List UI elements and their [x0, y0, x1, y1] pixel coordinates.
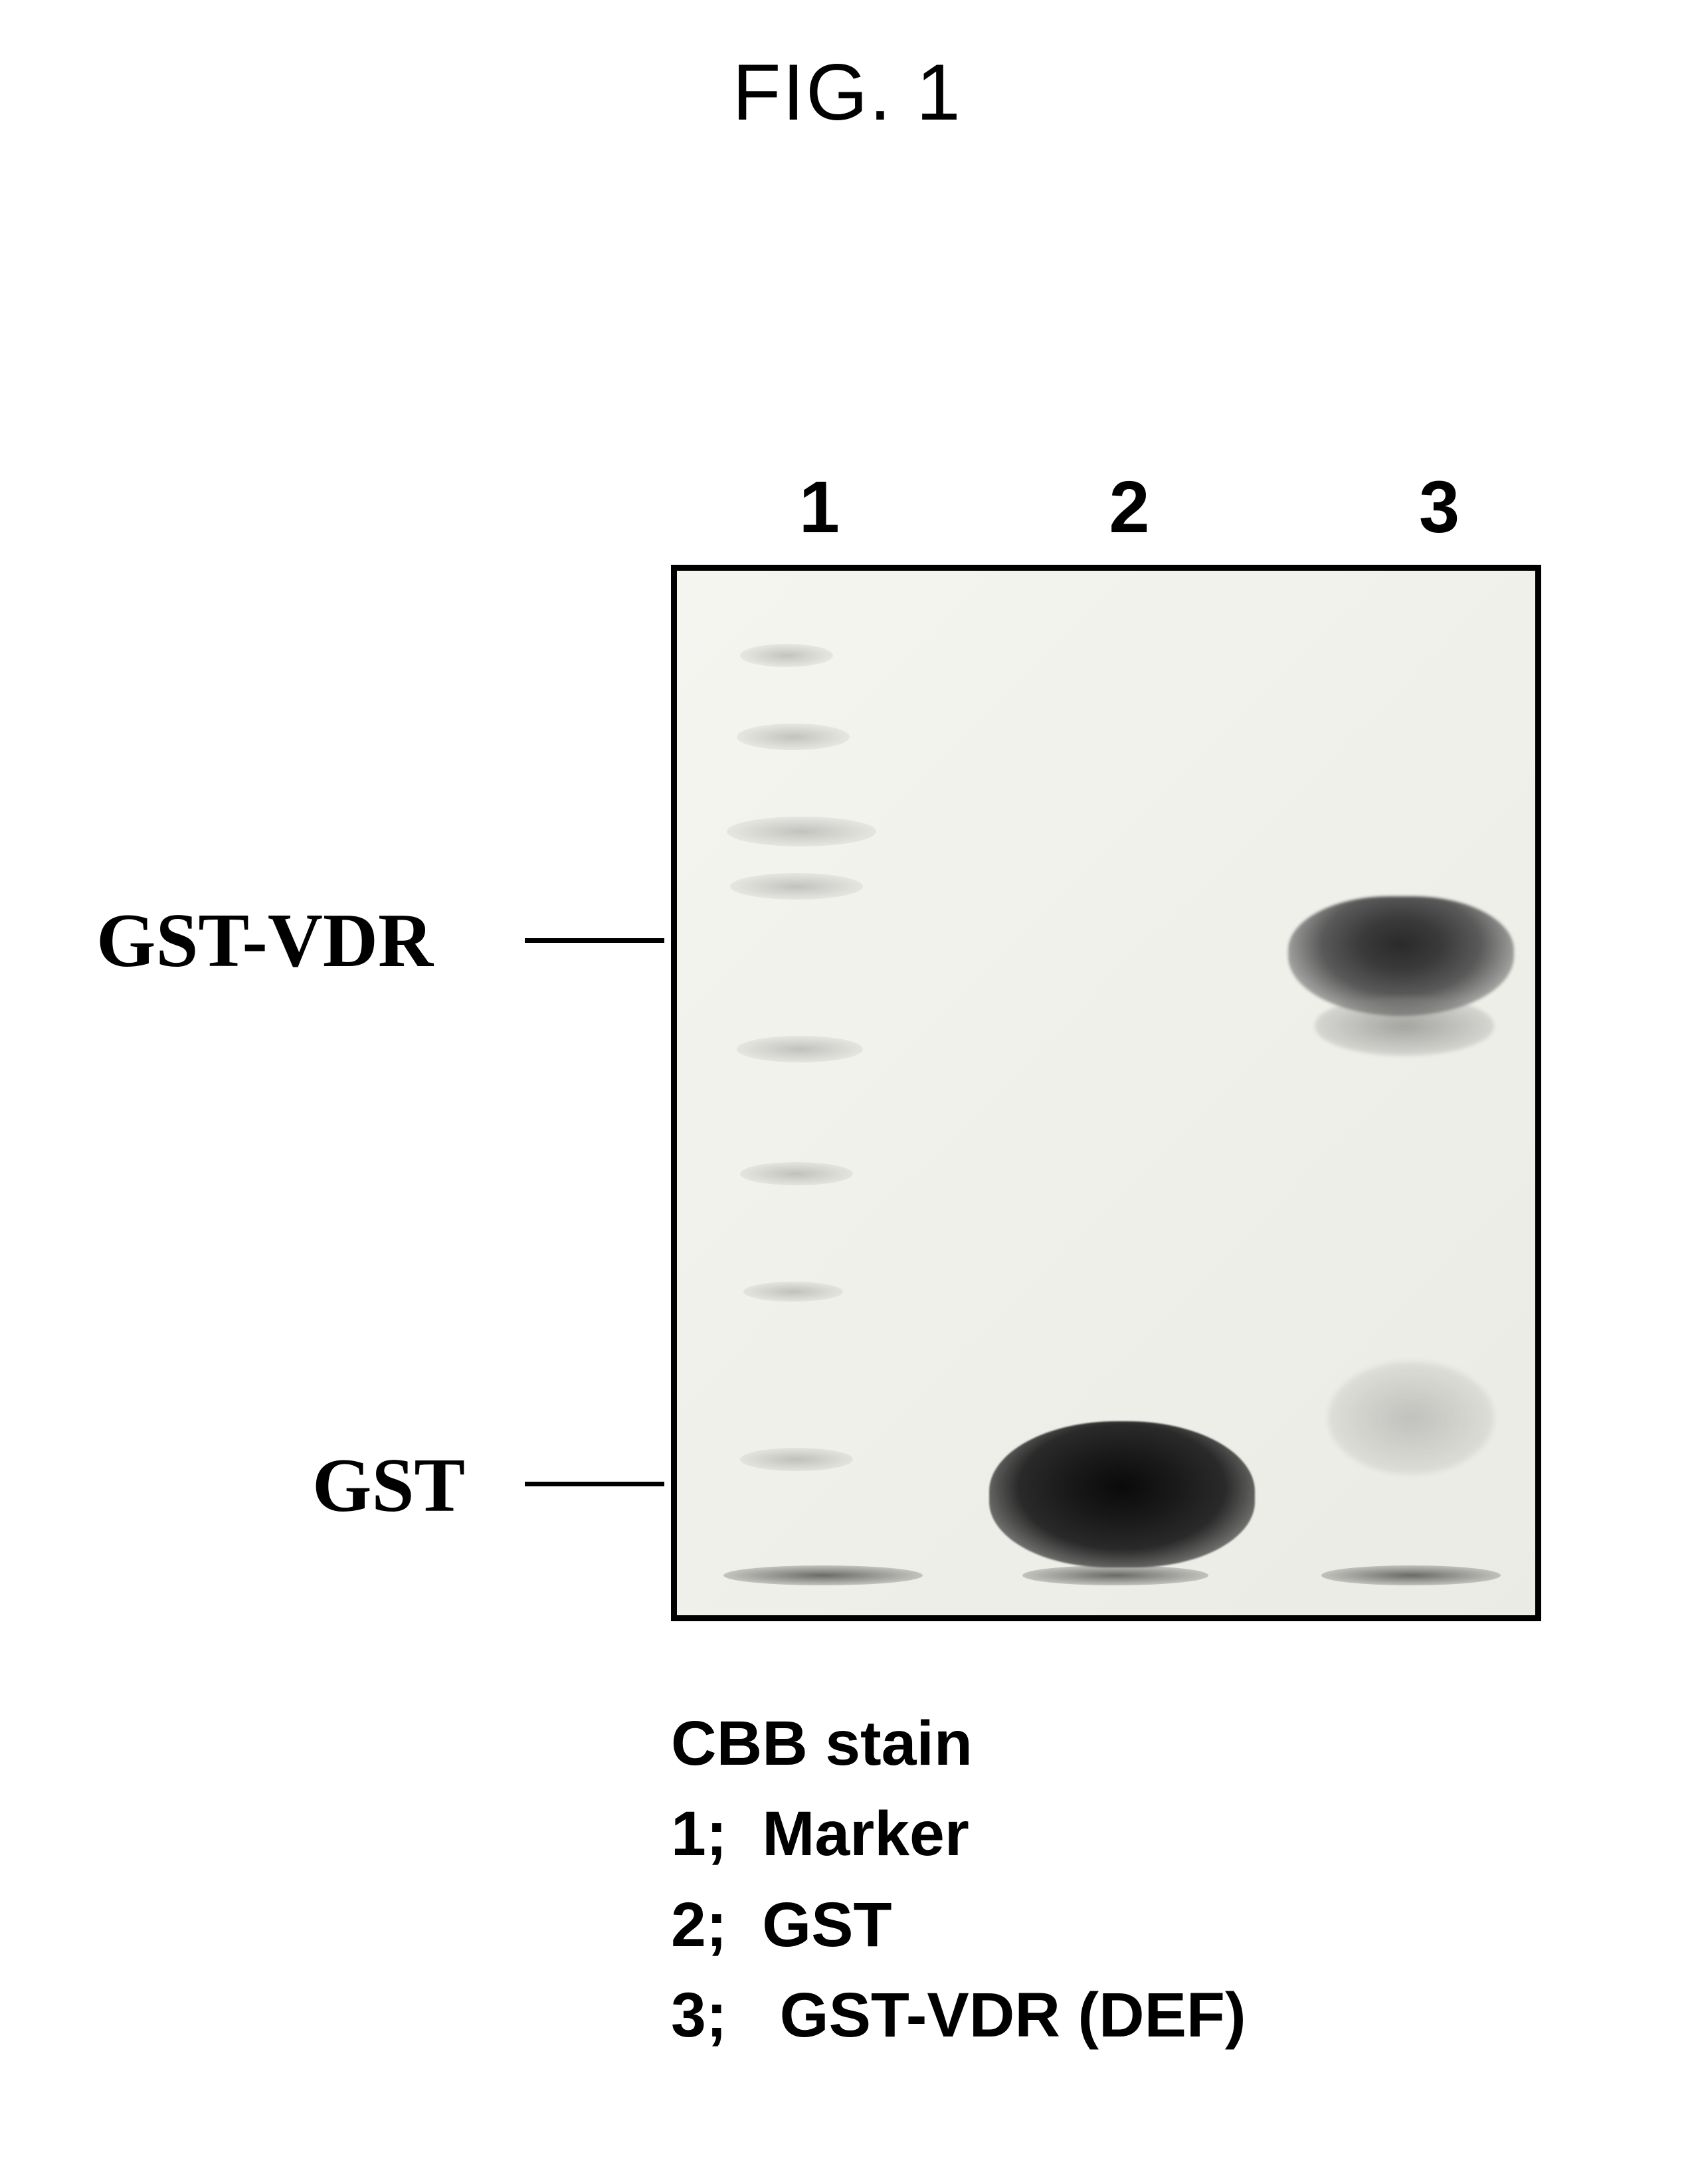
gst-vdr-band-secondary	[1315, 996, 1494, 1056]
caption-line-2: 2; GST	[671, 1882, 1246, 1967]
marker-band	[743, 1282, 843, 1302]
lane-label-3: 3	[1373, 465, 1506, 549]
caption-lane-desc: GST-VDR (DEF)	[780, 1980, 1246, 2050]
faint-band-lane3	[1328, 1361, 1494, 1474]
pointer-line-gst-vdr	[525, 938, 664, 943]
marker-band	[737, 1036, 863, 1062]
caption-lane-desc: Marker	[762, 1799, 969, 1869]
marker-band	[740, 1448, 853, 1471]
marker-band	[740, 644, 833, 667]
lane-label-1: 1	[753, 465, 886, 549]
marker-band	[737, 724, 850, 750]
marker-band	[740, 1162, 853, 1185]
lane-label-2: 2	[1063, 465, 1196, 549]
caption-lane-desc: GST	[762, 1890, 892, 1960]
dye-front	[723, 1565, 923, 1585]
dye-front	[1022, 1565, 1208, 1585]
caption-stain: CBB stain	[671, 1701, 1246, 1786]
marker-band	[727, 817, 876, 846]
caption-line-3: 3; GST-VDR (DEF)	[671, 1973, 1246, 2058]
caption-lane-num: 2;	[671, 1890, 727, 1960]
side-label-gst: GST	[312, 1442, 465, 1530]
gel-image	[671, 565, 1541, 1621]
lane-labels-row: 1 2 3	[664, 465, 1594, 549]
pointer-line-gst	[525, 1482, 664, 1486]
marker-band	[730, 873, 863, 900]
caption-lane-num: 1;	[671, 1799, 727, 1869]
dye-front	[1321, 1565, 1501, 1585]
figure-title: FIG. 1	[732, 47, 961, 138]
side-label-gst-vdr: GST-VDR	[96, 897, 433, 985]
gst-band	[989, 1421, 1255, 1567]
figure-caption: CBB stain 1; Marker 2; GST 3; GST-VDR (D…	[671, 1701, 1246, 2063]
caption-lane-num: 3;	[671, 1980, 727, 2050]
caption-line-1: 1; Marker	[671, 1791, 1246, 1876]
